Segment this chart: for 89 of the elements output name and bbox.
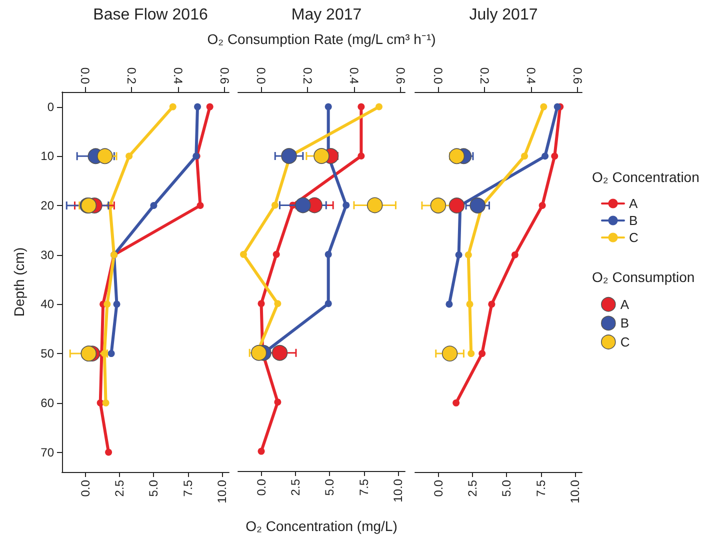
point [538, 202, 546, 210]
x2-tick-label: 0.2 [300, 67, 315, 84]
y-tick-label: 70 [40, 445, 54, 460]
x2-tick-label: 0.0 [78, 67, 92, 84]
point [274, 300, 282, 308]
point [540, 103, 548, 110]
x2-tick-label: 0.0 [431, 67, 446, 84]
point [272, 250, 280, 258]
x-tick-label: 2.5 [465, 480, 480, 497]
point [446, 300, 453, 308]
point [108, 350, 115, 358]
x2-tick-label: 0.6 [393, 67, 408, 84]
y-axis-title: Depth (cm) [11, 247, 27, 317]
point [376, 103, 382, 110]
point [478, 350, 486, 358]
legend-label: C [629, 230, 638, 245]
chart-title: Base Flow 2016 [93, 6, 208, 24]
point [464, 251, 472, 258]
point [324, 300, 332, 308]
point [271, 202, 278, 209]
y-tick-label: 20 [40, 198, 54, 213]
x-tick-label: 10.0 [391, 478, 406, 502]
point [342, 202, 350, 209]
point [452, 399, 460, 406]
legend-title: O₂ Concentration [592, 169, 700, 185]
x-tick-label: 5.0 [322, 478, 337, 496]
point [102, 399, 110, 406]
x2-tick-label: 0.2 [478, 67, 492, 84]
point [324, 250, 332, 258]
chart-title: May 2017 [291, 6, 362, 24]
point [542, 152, 549, 160]
y-tick-label: 10 [40, 149, 54, 164]
x-tick-label: 2.5 [288, 478, 302, 496]
x-axis-title: O₂ Concentration (mg/L) [246, 518, 398, 534]
point [206, 103, 214, 110]
x2-tick-label: 0.4 [346, 67, 361, 84]
point [126, 152, 133, 160]
point [104, 300, 111, 308]
point [466, 300, 474, 308]
x-tick-label: 10.0 [215, 480, 230, 504]
x2-tick-label: 0.6 [217, 67, 232, 84]
x-tick-label: 7.5 [534, 480, 548, 497]
point [274, 398, 282, 406]
legend-label: B [620, 316, 630, 331]
point [511, 251, 518, 258]
point [468, 350, 475, 358]
x2-tick-label: 0.6 [570, 67, 584, 84]
y-tick-label: 40 [40, 297, 54, 312]
x-tick-label: 0.0 [254, 478, 268, 496]
point [488, 300, 496, 308]
legend-label: A [620, 296, 630, 312]
point [551, 152, 558, 160]
y-tick-label: 0 [47, 100, 54, 114]
point [358, 152, 365, 160]
point [196, 202, 204, 210]
x-tick-label: 0.0 [78, 480, 92, 497]
x2-tick-label: 0.4 [524, 67, 538, 84]
legend-label: C [620, 334, 630, 350]
point [521, 152, 528, 160]
point [105, 448, 112, 456]
point [113, 300, 120, 308]
point [324, 103, 332, 110]
point [150, 202, 158, 210]
chart-title: July 2017 [469, 6, 538, 24]
y-tick-label: 60 [40, 396, 54, 410]
x2-tick-label: 0.0 [254, 67, 268, 84]
x-tick-label: 5.0 [500, 480, 514, 497]
point [358, 103, 365, 110]
x-tick-label: 7.5 [180, 480, 195, 497]
x-tick-label: 7.5 [356, 478, 371, 496]
legend-label: A [629, 196, 638, 211]
x2-axis-title: O₂ Consumption Rate (mg/L cm³ h⁻¹) [207, 31, 436, 47]
point [169, 103, 176, 110]
point [194, 103, 202, 110]
x2-tick-label: 0.2 [124, 67, 139, 84]
x2-tick-label: 0.4 [170, 67, 185, 84]
x-tick-label: 5.0 [146, 480, 161, 497]
x-tick-label: 10.0 [568, 480, 582, 504]
point [554, 103, 561, 110]
point [258, 300, 265, 308]
point [455, 251, 462, 258]
legend-label: B [629, 213, 638, 228]
x-tick-label: 2.5 [112, 480, 126, 497]
y-tick-label: 30 [40, 248, 54, 262]
point [258, 448, 265, 455]
text: O₂ Consumption [592, 269, 695, 285]
y-tick-label: 50 [40, 346, 54, 361]
point [240, 250, 247, 258]
x-tick-label: 0.0 [431, 480, 446, 497]
